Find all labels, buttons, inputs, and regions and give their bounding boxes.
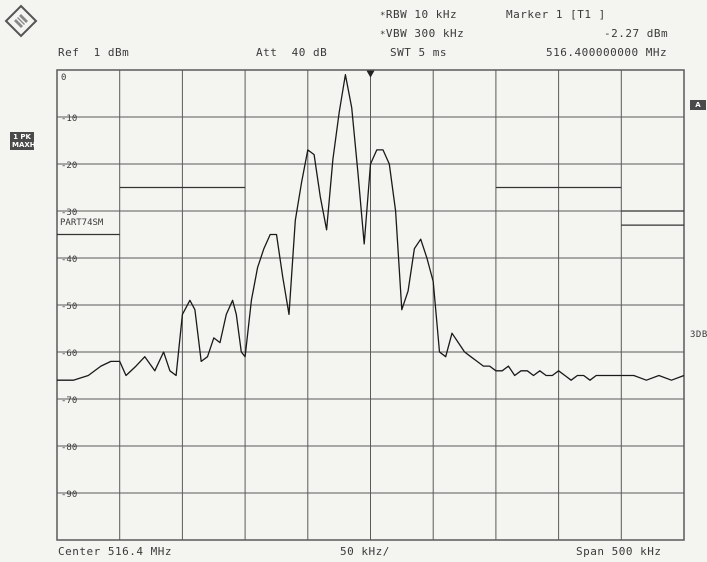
y-tick-label: -20 [61, 161, 77, 171]
trace-mode-badge: 1 PK MAXH [10, 132, 36, 150]
marker-frequency: 516.400000000 MHz [546, 46, 668, 59]
limit-lines [57, 186, 684, 236]
center-frequency: Center 516.4 MHz [58, 545, 172, 558]
y-tick-label: -70 [61, 396, 77, 406]
right-a-badge: A [690, 100, 706, 110]
y-tick-labels: 0 -10 -20 -30 -40 -50 -60 -70 -80 -90 [61, 73, 77, 500]
rbw-readout: *RBW 10 kHz [380, 8, 457, 21]
y-tick-label: -90 [61, 490, 77, 500]
y-tick-label: -60 [61, 349, 77, 359]
rohde-schwarz-logo-icon [4, 4, 38, 38]
sweep-time-readout: SWT 5 ms [390, 46, 447, 59]
vbw-star: * [380, 30, 386, 40]
y-tick-label: 0 [61, 73, 66, 83]
grid-lines [56, 69, 685, 541]
rbw-label: RBW 10 kHz [385, 8, 458, 21]
rbw-star: * [380, 11, 386, 21]
vbw-readout: *VBW 300 kHz [380, 27, 464, 40]
y-tick-label: -10 [61, 114, 77, 124]
reference-level: Ref 1 dBm [58, 46, 130, 59]
y-tick-label: -30 [61, 208, 77, 218]
frequency-division: 50 kHz/ [340, 545, 390, 558]
frequency-span: Span 500 kHz [576, 545, 662, 558]
attenuation: Att 40 dB [256, 46, 328, 59]
marker-title: Marker 1 [T1 ] [506, 8, 606, 21]
right-3db-label: 3DB [690, 330, 707, 340]
limit-line-label: PART74SM [60, 218, 104, 228]
y-tick-label: -50 [61, 302, 77, 312]
marker-triangle-icon [366, 70, 375, 78]
trace-badge-line2: MAXH [12, 141, 36, 149]
trace-badge-line1: 1 PK [13, 133, 31, 141]
y-tick-label: -80 [61, 443, 77, 453]
y-tick-label: -40 [61, 255, 77, 265]
marker-level: -2.27 dBm [604, 27, 669, 40]
vbw-label: VBW 300 kHz [385, 27, 465, 40]
spectrum-trace [57, 74, 685, 381]
marker-1 [366, 70, 375, 78]
